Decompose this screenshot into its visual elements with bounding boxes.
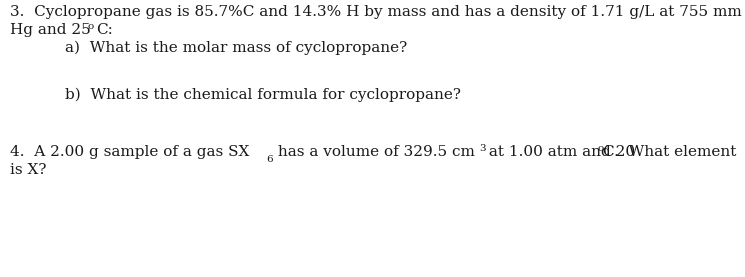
Text: o: o [597,144,603,153]
Text: a)  What is the molar mass of cyclopropane?: a) What is the molar mass of cyclopropan… [65,41,408,55]
Text: has a volume of 329.5 cm: has a volume of 329.5 cm [273,145,475,159]
Text: 6: 6 [266,155,273,164]
Text: o: o [88,22,95,31]
Text: is X?: is X? [10,163,46,177]
Text: 4.  A 2.00 g sample of a gas SX: 4. A 2.00 g sample of a gas SX [10,145,250,159]
Text: 3.  Cyclopropane gas is 85.7%C and 14.3% H by mass and has a density of 1.71 g/L: 3. Cyclopropane gas is 85.7%C and 14.3% … [10,5,742,19]
Text: C.  What element: C. What element [603,145,736,159]
Text: at 1.00 atm and 20: at 1.00 atm and 20 [484,145,635,159]
Text: 3: 3 [479,144,486,153]
Text: Hg and 25: Hg and 25 [10,23,91,37]
Text: C:: C: [96,23,113,37]
Text: b)  What is the chemical formula for cyclopropane?: b) What is the chemical formula for cycl… [65,88,461,102]
